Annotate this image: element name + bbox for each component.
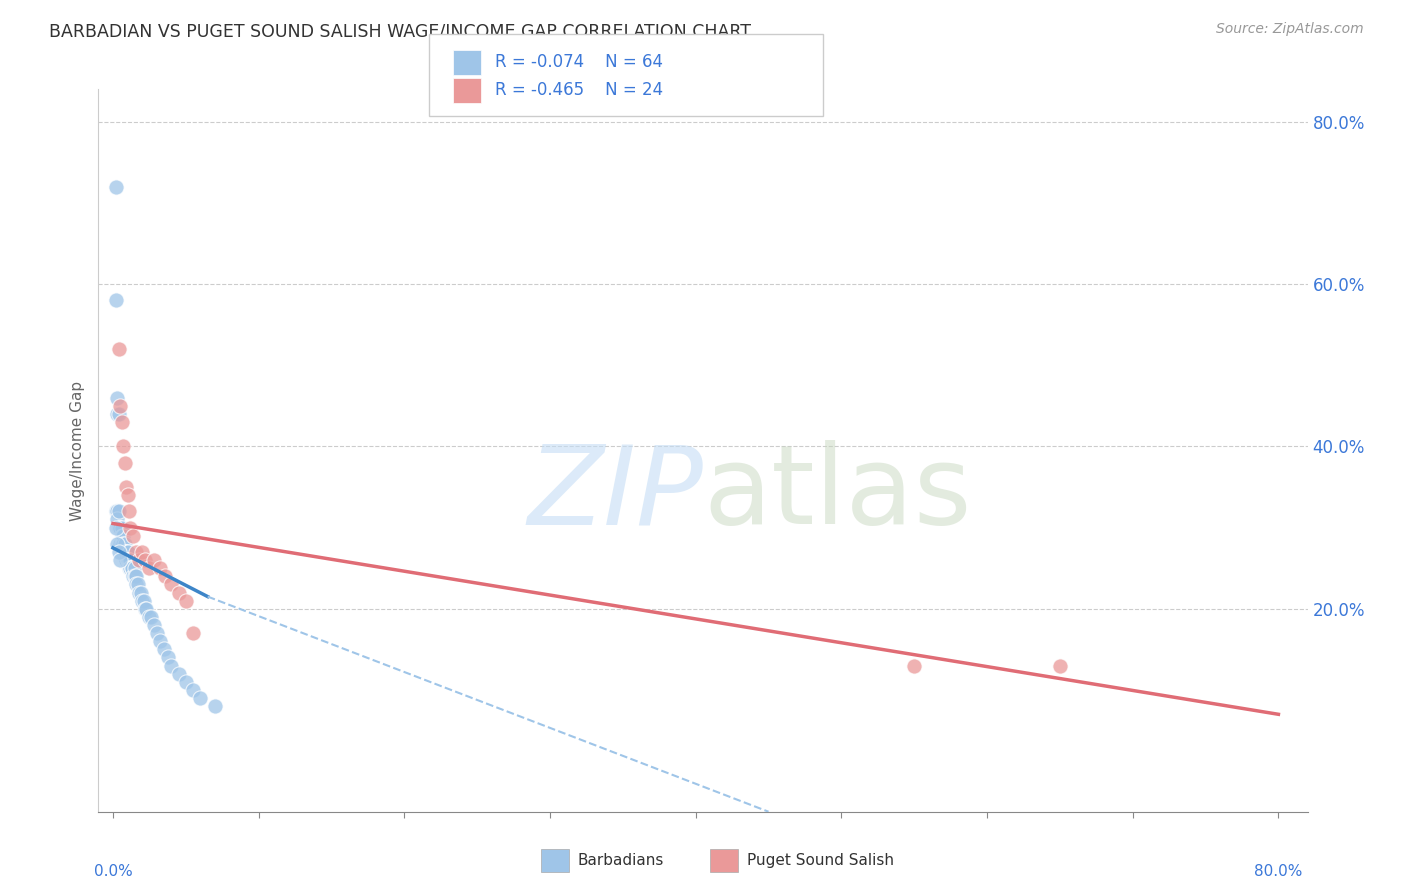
Point — [134, 601, 156, 615]
Point — [112, 537, 135, 551]
Point — [121, 561, 143, 575]
Point — [120, 561, 142, 575]
Point — [105, 407, 128, 421]
Point — [128, 585, 150, 599]
Point — [114, 545, 136, 559]
Point — [111, 537, 134, 551]
Point — [112, 439, 135, 453]
Point — [105, 537, 128, 551]
Point — [110, 399, 132, 413]
Y-axis label: Wage/Income Gap: Wage/Income Gap — [70, 380, 86, 521]
Point — [118, 553, 141, 567]
Text: ZIP: ZIP — [527, 441, 703, 548]
Point — [117, 545, 139, 559]
Point — [122, 569, 145, 583]
Point — [204, 699, 226, 714]
Point — [124, 569, 146, 583]
Point — [117, 488, 139, 502]
Point — [108, 342, 131, 356]
Point — [157, 650, 180, 665]
Point — [111, 415, 134, 429]
Point — [167, 666, 190, 681]
Point — [139, 610, 162, 624]
Point — [117, 553, 139, 567]
Text: Source: ZipAtlas.com: Source: ZipAtlas.com — [1216, 22, 1364, 37]
Point — [125, 569, 148, 583]
Text: 0.0%: 0.0% — [94, 863, 132, 879]
Point — [118, 504, 141, 518]
Point — [114, 537, 136, 551]
Point — [108, 407, 131, 421]
Point — [120, 561, 142, 575]
Point — [138, 610, 160, 624]
Point — [129, 585, 152, 599]
Point — [132, 593, 155, 607]
Point — [108, 545, 131, 559]
Text: 80.0%: 80.0% — [1254, 863, 1302, 879]
Point — [120, 553, 142, 567]
Point — [155, 569, 177, 583]
Point — [104, 520, 127, 534]
Point — [104, 504, 127, 518]
Point — [108, 520, 131, 534]
Point — [108, 504, 131, 518]
Point — [110, 553, 132, 567]
Point — [128, 553, 150, 567]
Point — [110, 537, 132, 551]
Point — [149, 634, 172, 648]
Point — [110, 520, 132, 534]
Point — [135, 601, 157, 615]
Point — [160, 658, 183, 673]
Point — [120, 520, 142, 534]
Point — [114, 545, 136, 559]
Point — [181, 682, 204, 697]
Point — [104, 179, 127, 194]
Point — [142, 553, 165, 567]
Point — [118, 561, 141, 575]
Point — [1049, 658, 1071, 673]
Text: R = -0.465    N = 24: R = -0.465 N = 24 — [495, 81, 664, 99]
Point — [122, 529, 145, 543]
Text: Puget Sound Salish: Puget Sound Salish — [747, 854, 894, 868]
Point — [174, 593, 197, 607]
Point — [131, 593, 153, 607]
Point — [112, 545, 135, 559]
Point — [111, 529, 134, 543]
Point — [138, 561, 160, 575]
Point — [160, 577, 183, 591]
Text: Barbadians: Barbadians — [578, 854, 664, 868]
Point — [115, 480, 138, 494]
Text: atlas: atlas — [703, 441, 972, 548]
Point — [117, 553, 139, 567]
Point — [167, 585, 190, 599]
Point — [125, 545, 148, 559]
Point — [145, 626, 167, 640]
Point — [112, 529, 135, 543]
Point — [105, 391, 128, 405]
Text: R = -0.074    N = 64: R = -0.074 N = 64 — [495, 54, 662, 71]
Point — [903, 658, 925, 673]
Point — [149, 561, 172, 575]
Point — [134, 553, 156, 567]
Point — [115, 553, 138, 567]
Point — [153, 642, 176, 657]
Point — [125, 577, 148, 591]
Point — [124, 561, 146, 575]
Point — [117, 545, 139, 559]
Point — [115, 545, 138, 559]
Point — [142, 618, 165, 632]
Point — [111, 520, 134, 534]
Text: BARBADIAN VS PUGET SOUND SALISH WAGE/INCOME GAP CORRELATION CHART: BARBADIAN VS PUGET SOUND SALISH WAGE/INC… — [49, 22, 751, 40]
Point — [110, 520, 132, 534]
Point — [105, 504, 128, 518]
Point — [104, 293, 127, 308]
Point — [127, 577, 149, 591]
Point — [114, 456, 136, 470]
Point — [190, 691, 212, 706]
Point — [131, 545, 153, 559]
Point — [121, 561, 143, 575]
Point — [174, 674, 197, 689]
Point — [105, 512, 128, 526]
Point — [181, 626, 204, 640]
